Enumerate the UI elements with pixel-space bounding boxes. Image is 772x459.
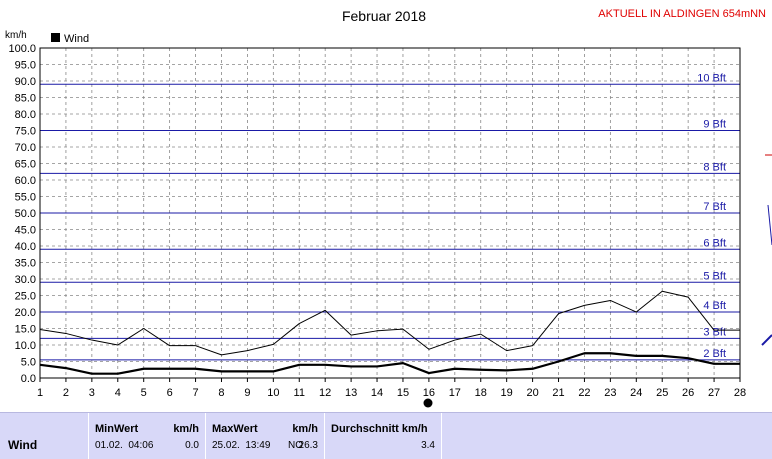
current-day-marker (423, 398, 433, 408)
avg-header: Durchschnitt km/h (331, 423, 428, 435)
x-tick-label: 16 (423, 387, 435, 399)
x-tick-label: 15 (397, 387, 409, 399)
x-tick-label: 9 (244, 387, 250, 399)
x-tick-label: 23 (604, 387, 616, 399)
series-layer (39, 290, 740, 375)
legend-label: Wind (64, 33, 89, 45)
y-tick-label: 10.0 (15, 340, 36, 352)
y-tick-label: 0.0 (21, 373, 36, 385)
y-tick-label: 70.0 (15, 142, 36, 154)
y-tick-label: 95.0 (15, 60, 36, 72)
y-tick-label: 75.0 (15, 126, 36, 138)
x-tick-label: 21 (552, 387, 564, 399)
beaufort-lines: 2 Bft 3 Bft 4 Bft 5 Bft 6 Bft 7 Bft 8 Bft 9 Bft… (40, 72, 740, 361)
y-tick-label: 80.0 (15, 109, 36, 121)
x-tick-label: 26 (682, 387, 694, 399)
x-tick-label: 3 (89, 387, 95, 399)
y-tick-label: 50.0 (15, 208, 36, 220)
chart-title: Februar 2018 (342, 8, 426, 24)
x-tick-label: 7 (192, 387, 198, 399)
beaufort-label: 8 Bft (703, 161, 726, 173)
y-tick-label: 20.0 (15, 307, 36, 319)
series-line-wind (39, 352, 740, 375)
beaufort-label: 6 Bft (703, 237, 726, 249)
y-tick-label: 30.0 (15, 274, 36, 286)
y-tick-label: 35.0 (15, 258, 36, 270)
x-tick-label: 1 (37, 387, 43, 399)
stats-row-label-cell: Wind (0, 413, 88, 459)
y-tick-label: 65.0 (15, 159, 36, 171)
stats-row-label: Wind (8, 438, 38, 452)
max-header: MaxWert (212, 423, 258, 435)
min-header: MinWert (95, 423, 139, 435)
beaufort-label: 9 Bft (703, 119, 726, 131)
y-tick-label: 15.0 (15, 324, 36, 336)
max-unit: km/h (292, 423, 318, 435)
beaufort-label: 7 Bft (703, 201, 726, 213)
y-tick-label: 55.0 (15, 192, 36, 204)
y-tick-label: 85.0 (15, 93, 36, 105)
beaufort-label: 3 Bft (703, 326, 726, 338)
y-tick-label: 60.0 (15, 175, 36, 187)
x-tick-label: 27 (708, 387, 720, 399)
x-tick-label: 8 (218, 387, 224, 399)
x-tick-label: 4 (115, 387, 121, 399)
average-value-cell: Durchschnitt km/h 3.4 (325, 413, 441, 459)
x-tick-label: 11 (294, 387, 305, 399)
max-value: 26.3 (298, 440, 318, 451)
x-tick-label: 25 (656, 387, 668, 399)
beaufort-label: 4 Bft (703, 300, 726, 312)
series-line-gust (39, 290, 740, 356)
min-time: 01.02. 04:06 (95, 440, 154, 451)
x-tick-label: 24 (630, 387, 642, 399)
beaufort-label: 10 Bft (697, 72, 726, 84)
max-direction: NO (288, 440, 303, 451)
legend-swatch (51, 33, 60, 42)
y-tick-label: 100.0 (8, 43, 36, 55)
wind-chart: 2 Bft 3 Bft 4 Bft 5 Bft 6 Bft 7 Bft 8 Bft 9 Bft… (5, 8, 772, 408)
x-tick-label: 19 (501, 387, 513, 399)
grid-layer (40, 48, 740, 378)
y-unit-label: km/h (5, 30, 27, 41)
x-tick-label: 18 (475, 387, 487, 399)
side-decoration (761, 154, 772, 346)
avg-value: 3.4 (421, 440, 435, 451)
y-tick-label: 40.0 (15, 241, 36, 253)
x-tick-label: 22 (578, 387, 590, 399)
x-tick-label: 10 (267, 387, 279, 399)
y-tick-label: 45.0 (15, 225, 36, 237)
min-value: 0.0 (185, 440, 199, 451)
axis-layer: 0.0 5.0 10.0 15.0 20.0 25.0 30.0 35.0 40.0 45.0 50… (8, 43, 746, 399)
beaufort-label: 2 Bft (703, 348, 726, 360)
y-tick-label: 90.0 (15, 76, 36, 88)
beaufort-label: 5 Bft (703, 270, 726, 282)
x-tick-label: 6 (167, 387, 173, 399)
statistics-panel: Wind MinWert km/h 01.02. 04:06 0.0 MaxWe… (0, 412, 772, 459)
x-tick-label: 5 (141, 387, 147, 399)
x-tick-label: 14 (371, 387, 383, 399)
x-tick-label: 13 (345, 387, 357, 399)
y-tick-label: 25.0 (15, 291, 36, 303)
station-label: AKTUELL IN ALDINGEN 654mNN (598, 8, 766, 20)
x-tick-label: 2 (63, 387, 69, 399)
min-value-cell: MinWert km/h 01.02. 04:06 0.0 (89, 413, 205, 459)
plot-frame (39, 47, 741, 379)
x-tick-label: 12 (319, 387, 331, 399)
x-tick-label: 28 (734, 387, 746, 399)
min-unit: km/h (173, 423, 199, 435)
max-value-cell: MaxWert km/h 25.02. 13:49 NO 26.3 (206, 413, 324, 459)
y-tick-label: 5.0 (21, 357, 36, 369)
max-time: 25.02. 13:49 (212, 440, 271, 451)
x-tick-label: 20 (526, 387, 538, 399)
x-tick-label: 17 (449, 387, 461, 399)
